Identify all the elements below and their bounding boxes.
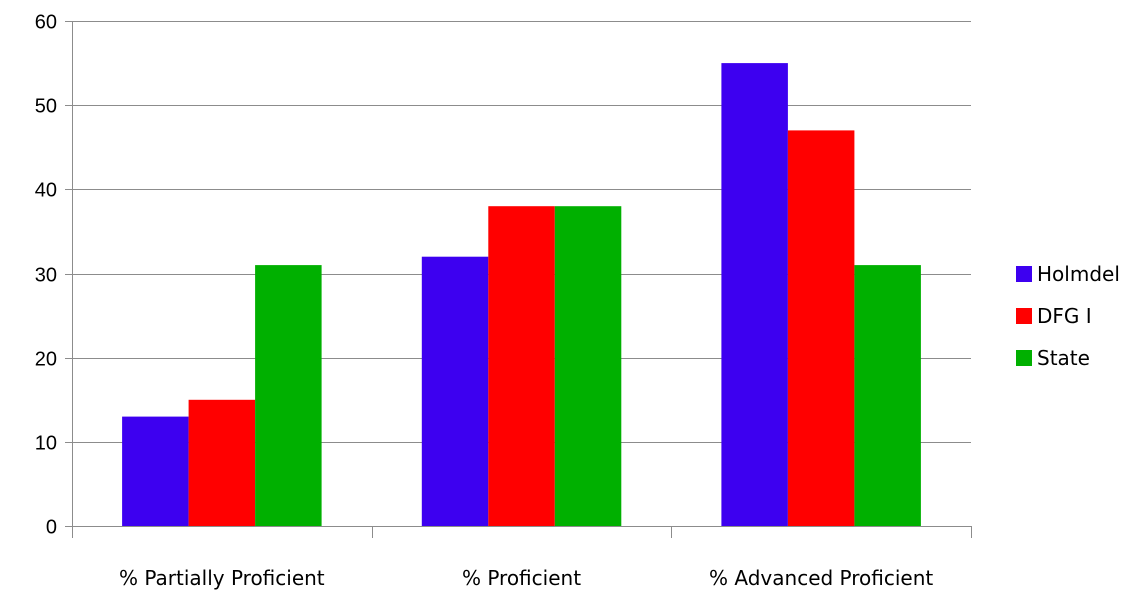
legend-swatch-state — [1016, 350, 1032, 366]
y-tick-label: 10 — [35, 433, 57, 455]
bar-dfg-i-3 — [787, 130, 855, 526]
legend-label: DFG I — [1037, 304, 1092, 328]
x-category-label: % Partially Proficient — [119, 566, 325, 590]
y-tick-label: 0 — [46, 517, 57, 539]
bars — [122, 63, 921, 527]
y-tick-label: 40 — [35, 180, 57, 202]
bar-holmdel-3 — [721, 63, 788, 526]
legend: Holmdel DFG I State — [1016, 262, 1120, 370]
bar-dfg-i-1 — [188, 399, 256, 527]
bar-dfg-i-2 — [488, 206, 555, 526]
category-labels: % Partially Proficient % Proficient % Adva… — [119, 566, 933, 590]
bar-holmdel-1 — [122, 416, 189, 526]
bar-state-1 — [255, 265, 322, 526]
y-tick-label: 30 — [35, 265, 57, 287]
legend-swatch-holmdel — [1016, 266, 1032, 282]
bar-state-3 — [854, 265, 921, 526]
x-category-label: % Advanced Proficient — [709, 566, 933, 590]
legend-label: Holmdel — [1037, 262, 1120, 286]
x-category-label: % Proficient — [462, 566, 581, 590]
y-tick-label: 20 — [35, 349, 57, 371]
bar-state-2 — [554, 206, 622, 526]
y-tick-label: 60 — [35, 12, 57, 34]
bar-holmdel-2 — [421, 256, 489, 526]
legend-label: State — [1037, 346, 1090, 370]
legend-swatch-dfg-i — [1016, 308, 1032, 324]
axes — [65, 21, 972, 538]
y-tick-labels: 0 10 20 30 40 50 60 — [35, 12, 57, 539]
y-tick-label: 50 — [35, 96, 57, 118]
